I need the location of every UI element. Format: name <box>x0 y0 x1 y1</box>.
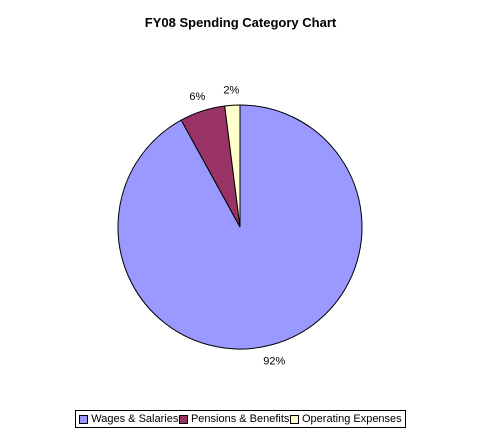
chart-legend: Wages & Salaries Pensions & Benefits Ope… <box>75 410 406 428</box>
data-label-pensions-benefits: 6% <box>189 91 205 103</box>
legend-item-operating-expenses: Operating Expenses <box>290 413 402 425</box>
legend-item-pensions-benefits: Pensions & Benefits <box>178 413 290 425</box>
legend-label-operating-expenses: Operating Expenses <box>302 413 402 425</box>
legend-label-wages-salaries: Wages & Salaries <box>91 413 179 425</box>
pie-slice-operating-expenses <box>224 104 241 228</box>
legend-swatch-wages-salaries <box>79 414 89 424</box>
legend-swatch-pensions-benefits <box>178 414 188 424</box>
data-label-operating-expenses: 2% <box>223 84 239 96</box>
legend-swatch-operating-expenses <box>290 414 299 424</box>
chart-title: FY08 Spending Category Chart <box>144 15 337 30</box>
legend-item-wages-salaries: Wages & Salaries <box>79 413 178 425</box>
data-label-wages-salaries: 92% <box>263 356 285 368</box>
legend-label-pensions-benefits: Pensions & Benefits <box>190 413 290 425</box>
